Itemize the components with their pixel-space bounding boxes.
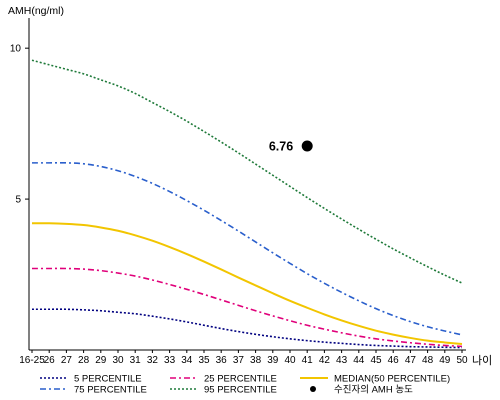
x-tick-label-37: 37 <box>233 355 245 366</box>
x-tick-label-27: 27 <box>61 355 73 366</box>
legend: 5 PERCENTILE 25 PERCENTILE MEDIAN(50 PERCE… <box>40 374 450 396</box>
series-line-95-percentile <box>31 59 463 284</box>
x-tick-label-26: 26 <box>44 355 56 366</box>
series-line-25-percentile <box>32 267 463 348</box>
legend-label-patient-amh: 수진자의 AMH 농도 <box>334 385 413 396</box>
x-tick-label-42: 42 <box>319 355 331 366</box>
x-tick-label-29: 29 <box>95 355 107 366</box>
x-tick-label-34: 34 <box>181 355 193 366</box>
x-tick-label-36: 36 <box>216 355 228 366</box>
x-tick-label-38: 38 <box>250 355 262 366</box>
y-axis-label: AMH(ng/ml) <box>8 5 64 17</box>
y-tick-label-5: 5 <box>15 195 21 206</box>
legend-label-median-50-percentile: MEDIAN(50 PERCENTILE) <box>334 374 450 385</box>
x-tick-label-47: 47 <box>405 355 417 366</box>
x-tick-label-16-25: 16-25 <box>19 355 45 366</box>
x-tick-label-44: 44 <box>353 355 365 366</box>
x-tick-label-46: 46 <box>388 355 400 366</box>
series-line-median-50-percentile <box>31 222 463 345</box>
y-tick-label-10: 10 <box>10 44 22 55</box>
series-lines <box>31 59 463 349</box>
x-tick-label-33: 33 <box>164 355 176 366</box>
x-tick-label-35: 35 <box>198 355 210 366</box>
axes: AMH(ng/ml) 나이 <box>8 5 492 367</box>
x-tick-label-39: 39 <box>267 355 279 366</box>
x-tick-label-31: 31 <box>130 355 142 366</box>
legend-label-75-percentile: 75 PERCENTILE <box>74 385 147 396</box>
x-tick-label-43: 43 <box>336 355 348 366</box>
legend-label-5-percentile: 5 PERCENTILE <box>74 374 142 385</box>
y-ticks: 5 10 <box>10 44 29 206</box>
x-tick-label-30: 30 <box>112 355 124 366</box>
x-tick-label-48: 48 <box>422 355 434 366</box>
series-line-75-percentile <box>32 162 463 336</box>
x-tick-label-50: 50 <box>456 355 468 366</box>
legend-label-25-percentile: 25 PERCENTILE <box>204 374 277 385</box>
legend-label-95-percentile: 95 PERCENTILE <box>204 385 277 396</box>
series-line-5-percentile <box>32 308 463 349</box>
patient-amh-point <box>301 140 313 152</box>
x-tick-label-28: 28 <box>78 355 90 366</box>
x-tick-label-40: 40 <box>284 355 296 366</box>
x-tick-label-41: 41 <box>302 355 314 366</box>
x-axis-label: 나이 <box>472 354 492 367</box>
x-tick-label-45: 45 <box>370 355 382 366</box>
x-tick-label-32: 32 <box>147 355 159 366</box>
x-tick-label-49: 49 <box>439 355 451 366</box>
legend-swatch-patient-amh <box>310 386 316 392</box>
patient-amh-value-label: 6.76 <box>269 139 293 153</box>
patient-amh-marker: 6.76 <box>269 139 313 153</box>
